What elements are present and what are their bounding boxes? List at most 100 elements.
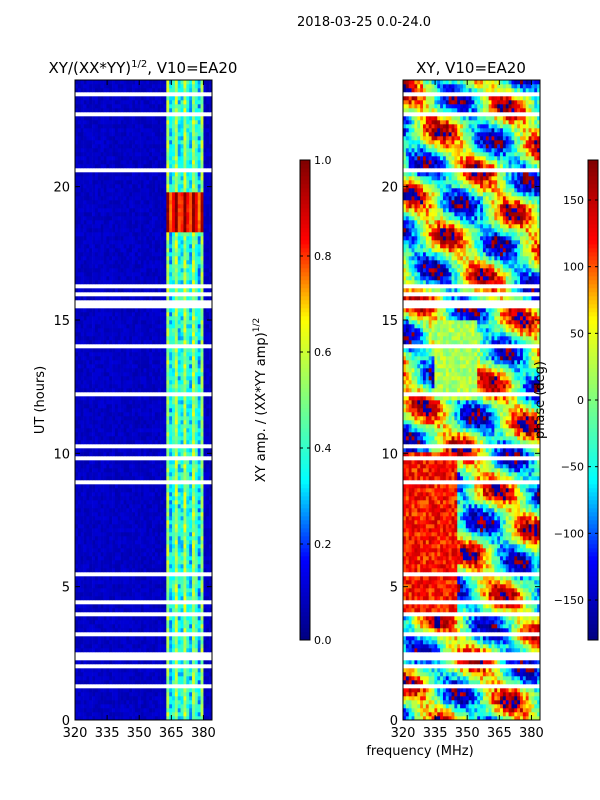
amplitude-cell — [120, 668, 124, 673]
amplitude-cell — [123, 476, 127, 481]
amplitude-cell — [89, 368, 93, 373]
amplitude-cell — [75, 660, 79, 665]
amplitude-cell — [89, 476, 93, 481]
amplitude-cell — [129, 380, 133, 385]
amplitude-cell — [174, 336, 179, 341]
amplitude-cell — [106, 336, 110, 341]
amplitude-cell — [114, 532, 119, 537]
amplitude-cell — [177, 332, 181, 337]
amplitude-cell — [83, 524, 87, 529]
amplitude-cell — [203, 428, 207, 433]
amplitude-cell — [180, 476, 184, 481]
amplitude-cell — [163, 540, 167, 545]
amplitude-cell — [197, 644, 201, 649]
amplitude-cell — [146, 584, 150, 589]
amplitude-cell — [97, 416, 101, 421]
amplitude-cell — [194, 468, 199, 473]
amplitude-cell — [194, 688, 199, 693]
amplitude-cell — [203, 520, 207, 525]
amplitude-cell — [209, 496, 212, 501]
amplitude-cell — [123, 432, 127, 437]
amplitude-cell — [209, 280, 212, 285]
amplitude-cell — [143, 364, 147, 369]
amplitude-cell — [132, 476, 136, 481]
amplitude-cell — [172, 716, 176, 720]
amplitude-cell — [177, 524, 181, 529]
amplitude-cell — [137, 524, 141, 529]
amplitude-cell — [206, 548, 210, 553]
amplitude-cell — [200, 620, 204, 625]
amplitude-cell — [109, 704, 113, 709]
amplitude-cell — [117, 604, 121, 609]
amplitude-cell — [129, 500, 133, 505]
amplitude-cell — [152, 712, 156, 717]
amplitude-cell — [157, 240, 161, 245]
amplitude-cell — [177, 648, 181, 653]
amplitude-cell — [146, 276, 150, 281]
amplitude-cell — [140, 412, 144, 417]
amplitude-cell — [120, 428, 124, 433]
amplitude-cell — [166, 520, 170, 525]
amplitude-cell — [209, 440, 212, 445]
amplitude-cell — [206, 460, 210, 465]
amplitude-cell — [137, 356, 141, 361]
amplitude-cell — [154, 660, 159, 665]
amplitude-cell — [180, 256, 184, 261]
amplitude-cell — [192, 272, 196, 277]
amplitude-cell — [183, 384, 187, 389]
amplitude-cell — [123, 308, 127, 313]
amplitude-cell — [157, 464, 161, 469]
amplitude-cell — [126, 352, 130, 357]
amplitude-cell — [166, 680, 170, 685]
amplitude-cell — [197, 640, 201, 645]
amplitude-cell — [172, 660, 176, 665]
amplitude-cell — [117, 296, 121, 301]
amplitude-cell — [126, 512, 130, 517]
amplitude-cell — [132, 692, 136, 697]
amplitude-cell — [126, 376, 130, 381]
amplitude-cell — [197, 380, 201, 385]
amplitude-flagged-row — [75, 656, 212, 661]
amplitude-cell — [183, 628, 187, 633]
amplitude-cell — [75, 532, 79, 537]
amplitude-cell — [166, 528, 170, 533]
amplitude-cell — [126, 688, 130, 693]
amplitude-cell — [146, 640, 150, 645]
amplitude-cell — [140, 336, 144, 341]
amplitude-cell — [163, 352, 167, 357]
amplitude-cell — [97, 644, 101, 649]
amplitude-cell — [100, 276, 104, 281]
amplitude-cell — [94, 240, 99, 245]
amplitude-cell — [100, 700, 104, 705]
amplitude-cell — [209, 504, 212, 509]
amplitude-cell — [154, 468, 159, 473]
amplitude-cell — [106, 636, 110, 641]
amplitude-flagged-row — [75, 292, 212, 297]
amplitude-cell — [192, 352, 196, 357]
amplitude-cell — [89, 516, 93, 521]
amplitude-cell — [169, 548, 173, 553]
amplitude-cell — [120, 560, 124, 565]
amplitude-cell — [75, 620, 79, 625]
amplitude-cell — [197, 560, 201, 565]
amplitude-cell — [203, 536, 207, 541]
amplitude-cell — [86, 368, 90, 373]
amplitude-cell — [134, 416, 139, 421]
amplitude-cell — [137, 628, 141, 633]
amplitude-cell — [174, 476, 179, 481]
amplitude-cell — [183, 424, 187, 429]
amplitude-cell — [123, 540, 127, 545]
amplitude-cell — [109, 492, 113, 497]
amplitude-cell — [137, 268, 141, 273]
amplitude-cell — [97, 668, 101, 673]
amplitude-cell — [200, 492, 204, 497]
amplitude-cell — [152, 240, 156, 245]
amplitude-cell — [206, 584, 210, 589]
amplitude-cell — [140, 448, 144, 453]
amplitude-panel-title: XY/(XX*YY)1/2, V10=EA20 — [49, 59, 238, 77]
amplitude-cell — [103, 432, 107, 437]
amplitude-cell — [157, 500, 161, 505]
amplitude-cell — [189, 244, 193, 249]
amplitude-cell — [89, 356, 93, 361]
amplitude-cell — [169, 596, 173, 601]
